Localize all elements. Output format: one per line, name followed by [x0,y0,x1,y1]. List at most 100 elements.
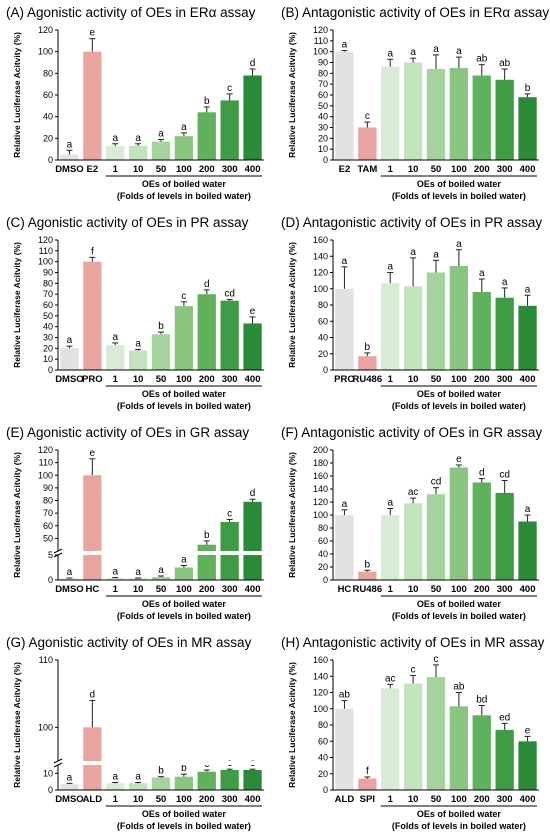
x-tick-label: 400 [520,584,536,595]
y-tick-label: 20 [318,769,328,779]
x-tick-label: ALD [83,794,103,805]
chart-title: (B) Antagonistic activity of OEs in ERα … [281,5,549,20]
chart-title: (E) Agonistic activity of OEs in GR assa… [6,425,249,440]
x-tick-label: 300 [222,374,238,385]
bar [220,770,239,790]
group-label: OEs of boiled water [142,389,227,399]
y-tick-label: 0 [48,785,53,795]
significance-letter: d [90,689,96,700]
x-tick-label: TAM [357,164,377,175]
axis-break-mark [53,762,63,768]
x-tick-label: 50 [431,794,442,805]
bar [129,145,148,160]
significance-letter: a [342,40,348,51]
bar [106,578,125,580]
y-tick-label: 20 [318,133,328,143]
bar [335,708,354,791]
bar [358,127,377,160]
significance-letter: a [112,332,118,343]
group-sublabel: (Folds of levels in boiled water) [117,611,251,621]
group-sublabel: (Folds of levels in boiled water) [117,821,251,831]
significance-letter: e [456,454,462,465]
significance-letter: a [525,504,531,515]
significance-letter: d [250,488,256,499]
y-tick-label: 100 [38,722,53,732]
significance-letter: a [67,139,73,150]
y-axis-label: Relative Luciferase Acitvity (%) [287,242,297,368]
bar [197,544,216,580]
y-tick-label: 100 [313,510,328,520]
significance-letter: d [204,279,210,290]
group-sublabel: (Folds of levels in boiled water) [392,401,526,411]
x-tick-label: 50 [156,794,167,805]
bar [151,141,171,160]
x-tick-label: RU486 [353,374,383,385]
bar [243,75,262,160]
bar [472,715,491,791]
significance-letter: a [525,284,531,295]
y-tick-label: 120 [313,268,328,278]
significance-letter: a [112,133,118,144]
y-tick-label: 40 [43,322,53,332]
y-tick-label: 160 [313,235,328,245]
y-tick-label: 0 [48,155,53,165]
y-axis-label: Relative Luciferase Acitvity (%) [12,32,22,158]
significance-letter: bd [476,695,487,706]
y-tick-label: 40 [43,112,53,122]
significance-letter: a [67,567,73,578]
significance-letter: a [158,128,164,139]
group-label: OEs of boiled water [417,389,502,399]
y-tick-label: 50 [43,533,53,543]
bar [83,727,102,790]
bar [449,706,468,790]
y-tick-label: 40 [318,549,328,559]
x-tick-label: 400 [245,794,261,805]
x-tick-label: 10 [133,374,144,385]
bar [449,266,468,370]
y-tick-label: 80 [318,300,328,310]
bar [518,97,537,160]
x-tick-label: 100 [176,584,192,595]
bar [449,67,468,160]
x-tick-label: 300 [222,794,238,805]
bar [335,515,354,580]
y-tick-label: 80 [318,68,328,78]
bar [518,521,537,580]
bar [83,475,102,581]
x-tick-label: 1 [113,164,119,175]
y-axis-label: Relative Luciferase Acitvity (%) [12,662,22,788]
bar [358,778,377,790]
bar [472,75,491,160]
group-sublabel: (Folds of levels in boiled water) [392,191,526,201]
bar [335,288,354,371]
x-tick-label: 10 [133,584,144,595]
significance-letter: ab [453,682,465,693]
significance-letter: cd [431,477,442,488]
significance-letter: ac [408,487,419,498]
x-tick-label: 300 [497,584,513,595]
y-axis-label: Relative Luciferase Acitvity (%) [287,662,297,788]
x-tick-label: 400 [520,374,536,385]
bar [426,494,446,580]
significance-letter: b [204,530,210,541]
x-tick-label: RU486 [353,584,383,595]
y-tick-label: 20 [43,343,53,353]
x-tick-label: DMSO [55,584,84,595]
significance-letter: c [411,664,416,675]
significance-letter: a [387,262,393,273]
bar [243,323,262,370]
group-sublabel: (Folds of levels in boiled water) [117,191,251,201]
bar [381,66,400,160]
x-tick-label: HC [85,584,99,595]
significance-letter: ac [385,673,396,684]
x-tick-label: 1 [388,584,394,595]
bar [426,272,446,370]
significance-letter: a [112,772,118,783]
x-tick-label: 50 [156,374,167,385]
significance-letter: e [250,306,256,317]
x-tick-label: 1 [388,374,394,385]
x-tick-label: 100 [176,164,192,175]
y-tick-label: 40 [318,753,328,763]
x-tick-label: E2 [339,164,351,175]
group-label: OEs of boiled water [142,809,227,819]
